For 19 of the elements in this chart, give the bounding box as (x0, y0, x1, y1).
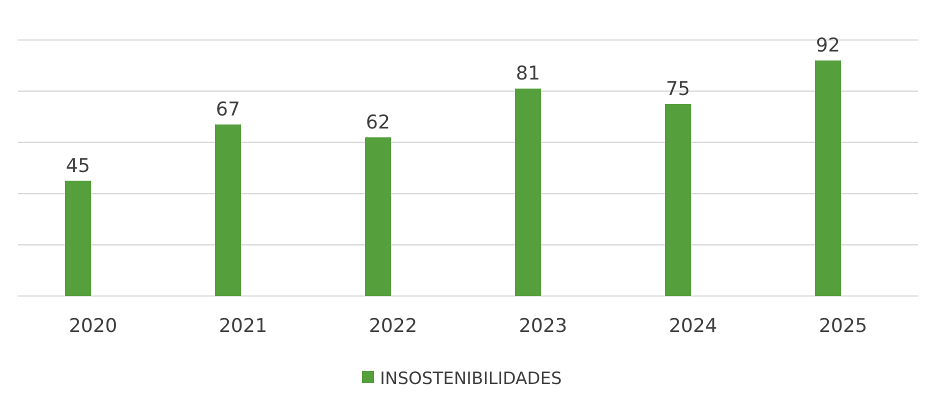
bar (365, 137, 391, 296)
data-label: 75 (666, 78, 690, 100)
x-tick-label: 2025 (818, 315, 868, 337)
bar (65, 180, 91, 296)
data-label: 67 (216, 98, 240, 120)
bar (215, 124, 241, 296)
bar (515, 88, 541, 296)
data-label: 81 (516, 62, 540, 85)
x-tick-label: 2022 (368, 315, 418, 337)
x-tick-label: 2020 (68, 315, 118, 337)
x-tick-label: 2023 (518, 315, 568, 337)
x-tick-label: 2024 (668, 315, 718, 337)
bar (815, 60, 841, 296)
data-label: 62 (366, 111, 390, 134)
bar (665, 104, 691, 296)
legend-label: INSOSTENIBILIDADES (380, 369, 562, 389)
x-tick-label: 2021 (218, 315, 268, 337)
data-label: 45 (66, 154, 90, 177)
data-label: 92 (816, 34, 840, 56)
